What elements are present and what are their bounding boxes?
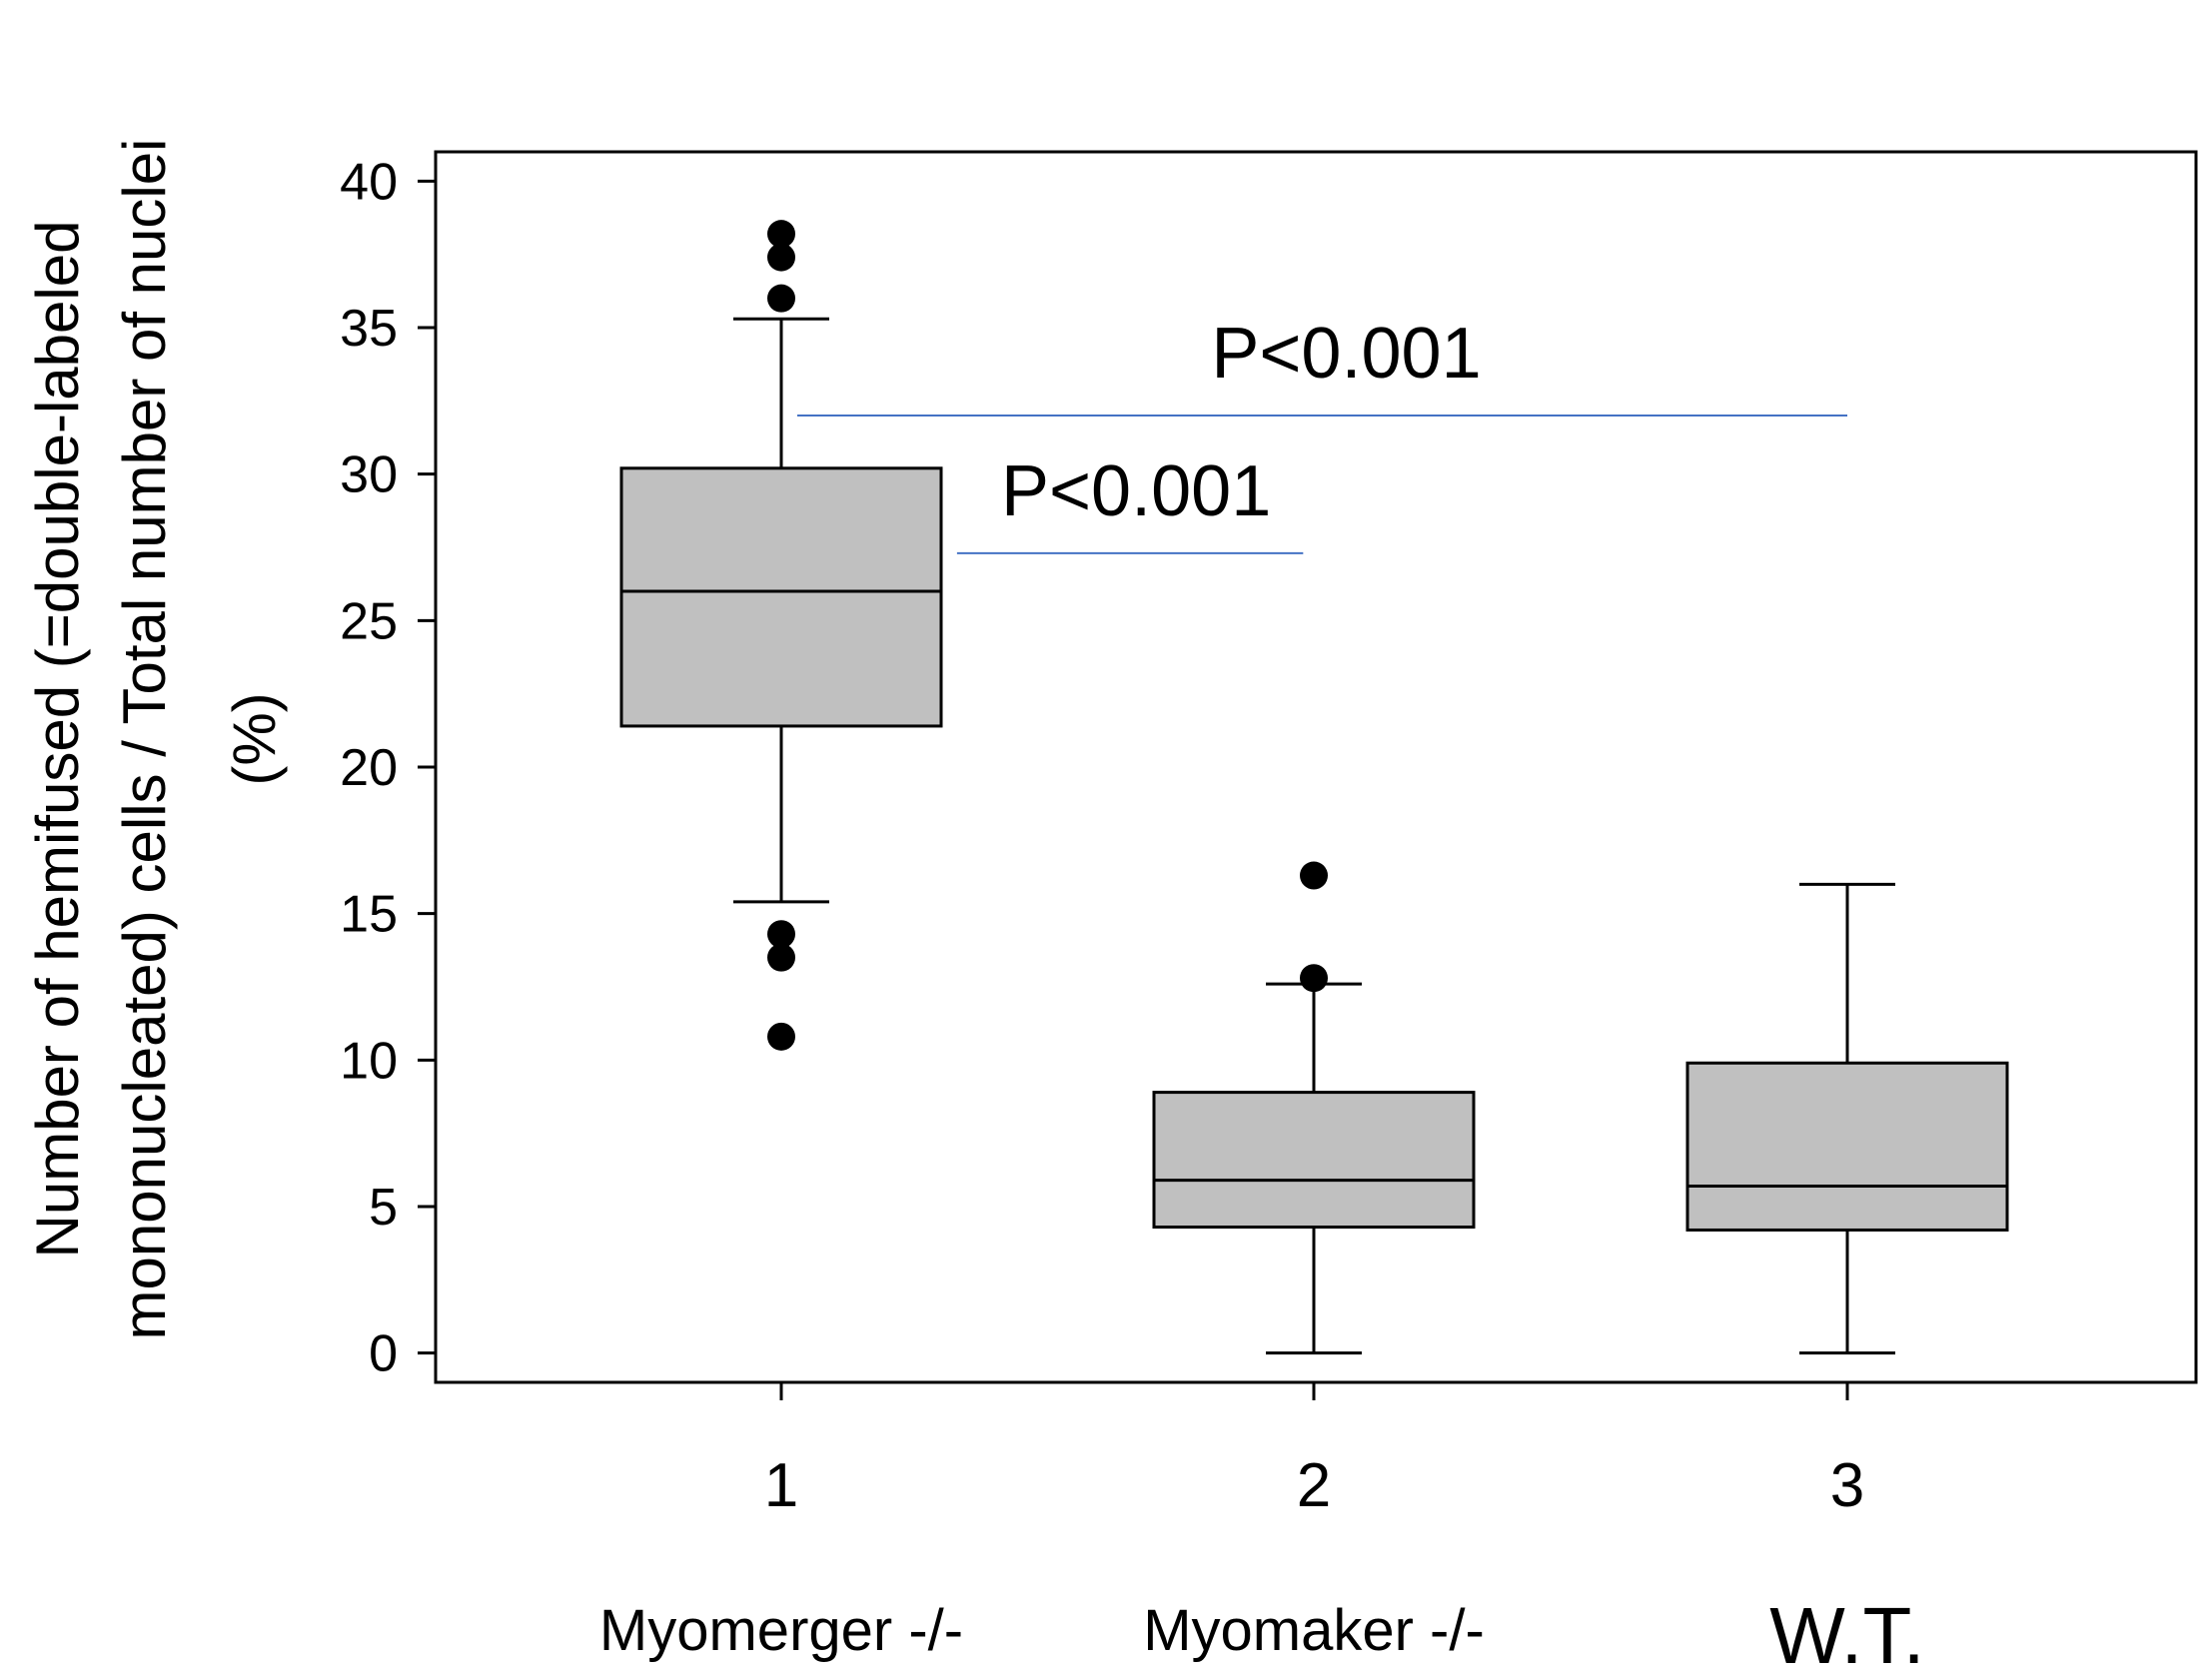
box-group-3 [1685,882,2009,1355]
box-group-1 [619,220,943,1051]
y-tick-label: 35 [340,300,398,358]
outlier-point [1300,861,1328,890]
outlier-point [767,1022,795,1051]
x-tick-label: 1 [764,1451,798,1520]
box-group-2 [1152,861,1476,1355]
boxes [619,220,2009,1355]
y-tick-label: 15 [340,886,398,944]
y-axis-label-line: (%) [221,692,288,785]
x-tick-label: 2 [1297,1451,1331,1520]
y-tick-label: 40 [340,153,398,211]
y-axis-label: Number of hemifused (=double-labeled mono… [24,139,288,1340]
y-axis-label-line: mononucleated) cells / Total number of n… [111,139,178,1340]
y-axis-label-line: Number of hemifused (=double-labeled [24,221,91,1259]
outlier-point [767,943,795,972]
y-tick-label: 30 [340,446,398,504]
outlier-point [767,220,795,249]
y-tick-label: 5 [369,1179,398,1237]
y-tick-label: 0 [369,1325,398,1383]
p-value-label: P<0.001 [1001,451,1271,531]
group-labels: Myomerger -/- Myomaker -/- W.T. [599,1591,1925,1679]
y-tick-label: 25 [340,592,398,650]
y-tick-label: 20 [340,739,398,797]
x-axis: 1 2 3 [764,1382,1864,1520]
box [1152,1091,1476,1230]
group-label: Myomerger -/- [599,1598,963,1663]
outlier-point [767,243,795,272]
outlier-point [1300,964,1328,993]
x-tick-label: 3 [1830,1451,1864,1520]
y-tick-label: 10 [340,1032,398,1090]
significance-annotations: P<0.001 P<0.001 [796,314,1847,554]
y-axis: 0 5 10 15 20 25 30 35 40 [340,153,436,1383]
p-value-label: P<0.001 [1211,314,1481,394]
group-label: Myomaker -/- [1143,1598,1485,1663]
outlier-point [767,284,795,313]
group-label: W.T. [1769,1591,1925,1679]
outlier-point [767,920,795,949]
box [619,466,943,728]
box [1685,1061,2009,1232]
